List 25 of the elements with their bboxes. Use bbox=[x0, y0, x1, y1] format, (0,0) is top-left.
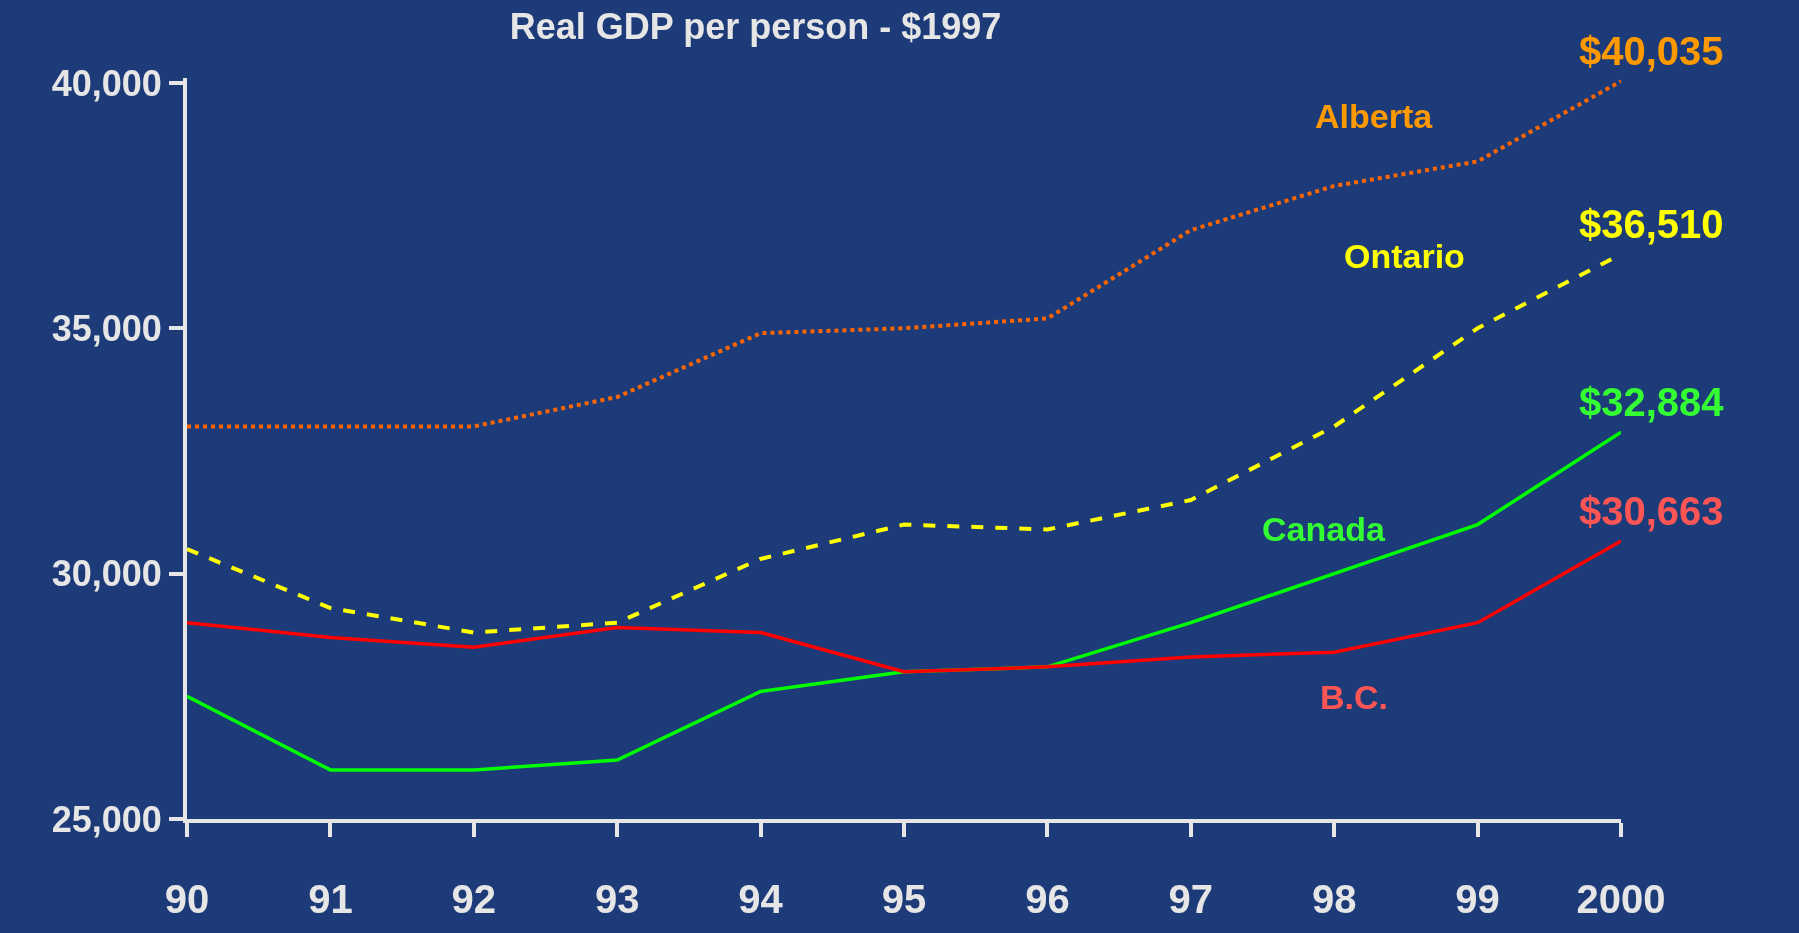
series-label: B.C. bbox=[1320, 678, 1388, 716]
y-tick-label: 35,000 bbox=[51, 307, 162, 349]
x-tick-label: 90 bbox=[164, 877, 210, 921]
series-label: Alberta bbox=[1315, 97, 1434, 135]
series-label: Ontario bbox=[1344, 237, 1465, 275]
y-tick-label: 25,000 bbox=[51, 798, 162, 840]
x-tick-label: 96 bbox=[1025, 877, 1070, 921]
y-tick-label: 40,000 bbox=[51, 62, 162, 104]
series-label: Canada bbox=[1262, 510, 1386, 548]
x-tick-label: 97 bbox=[1168, 877, 1214, 921]
x-tick-label: 92 bbox=[451, 877, 497, 921]
x-tick-label: 2000 bbox=[1576, 877, 1666, 921]
x-tick-label: 94 bbox=[738, 877, 784, 921]
data-label: $36,510 bbox=[1579, 202, 1724, 246]
y-tick-label: 30,000 bbox=[51, 553, 162, 595]
chart-title: Real GDP per person - $1997 bbox=[509, 6, 1002, 48]
x-tick-label: 91 bbox=[308, 877, 353, 921]
x-tick-label: 93 bbox=[594, 877, 640, 921]
data-label: $32,884 bbox=[1579, 380, 1725, 424]
x-tick-label: 95 bbox=[881, 877, 927, 921]
x-tick-label: 98 bbox=[1311, 877, 1357, 921]
x-tick-label: 99 bbox=[1455, 877, 1500, 921]
data-label: $30,663 bbox=[1579, 489, 1724, 533]
line-series bbox=[187, 539, 1621, 674]
data-label: $40,035 bbox=[1579, 29, 1724, 73]
